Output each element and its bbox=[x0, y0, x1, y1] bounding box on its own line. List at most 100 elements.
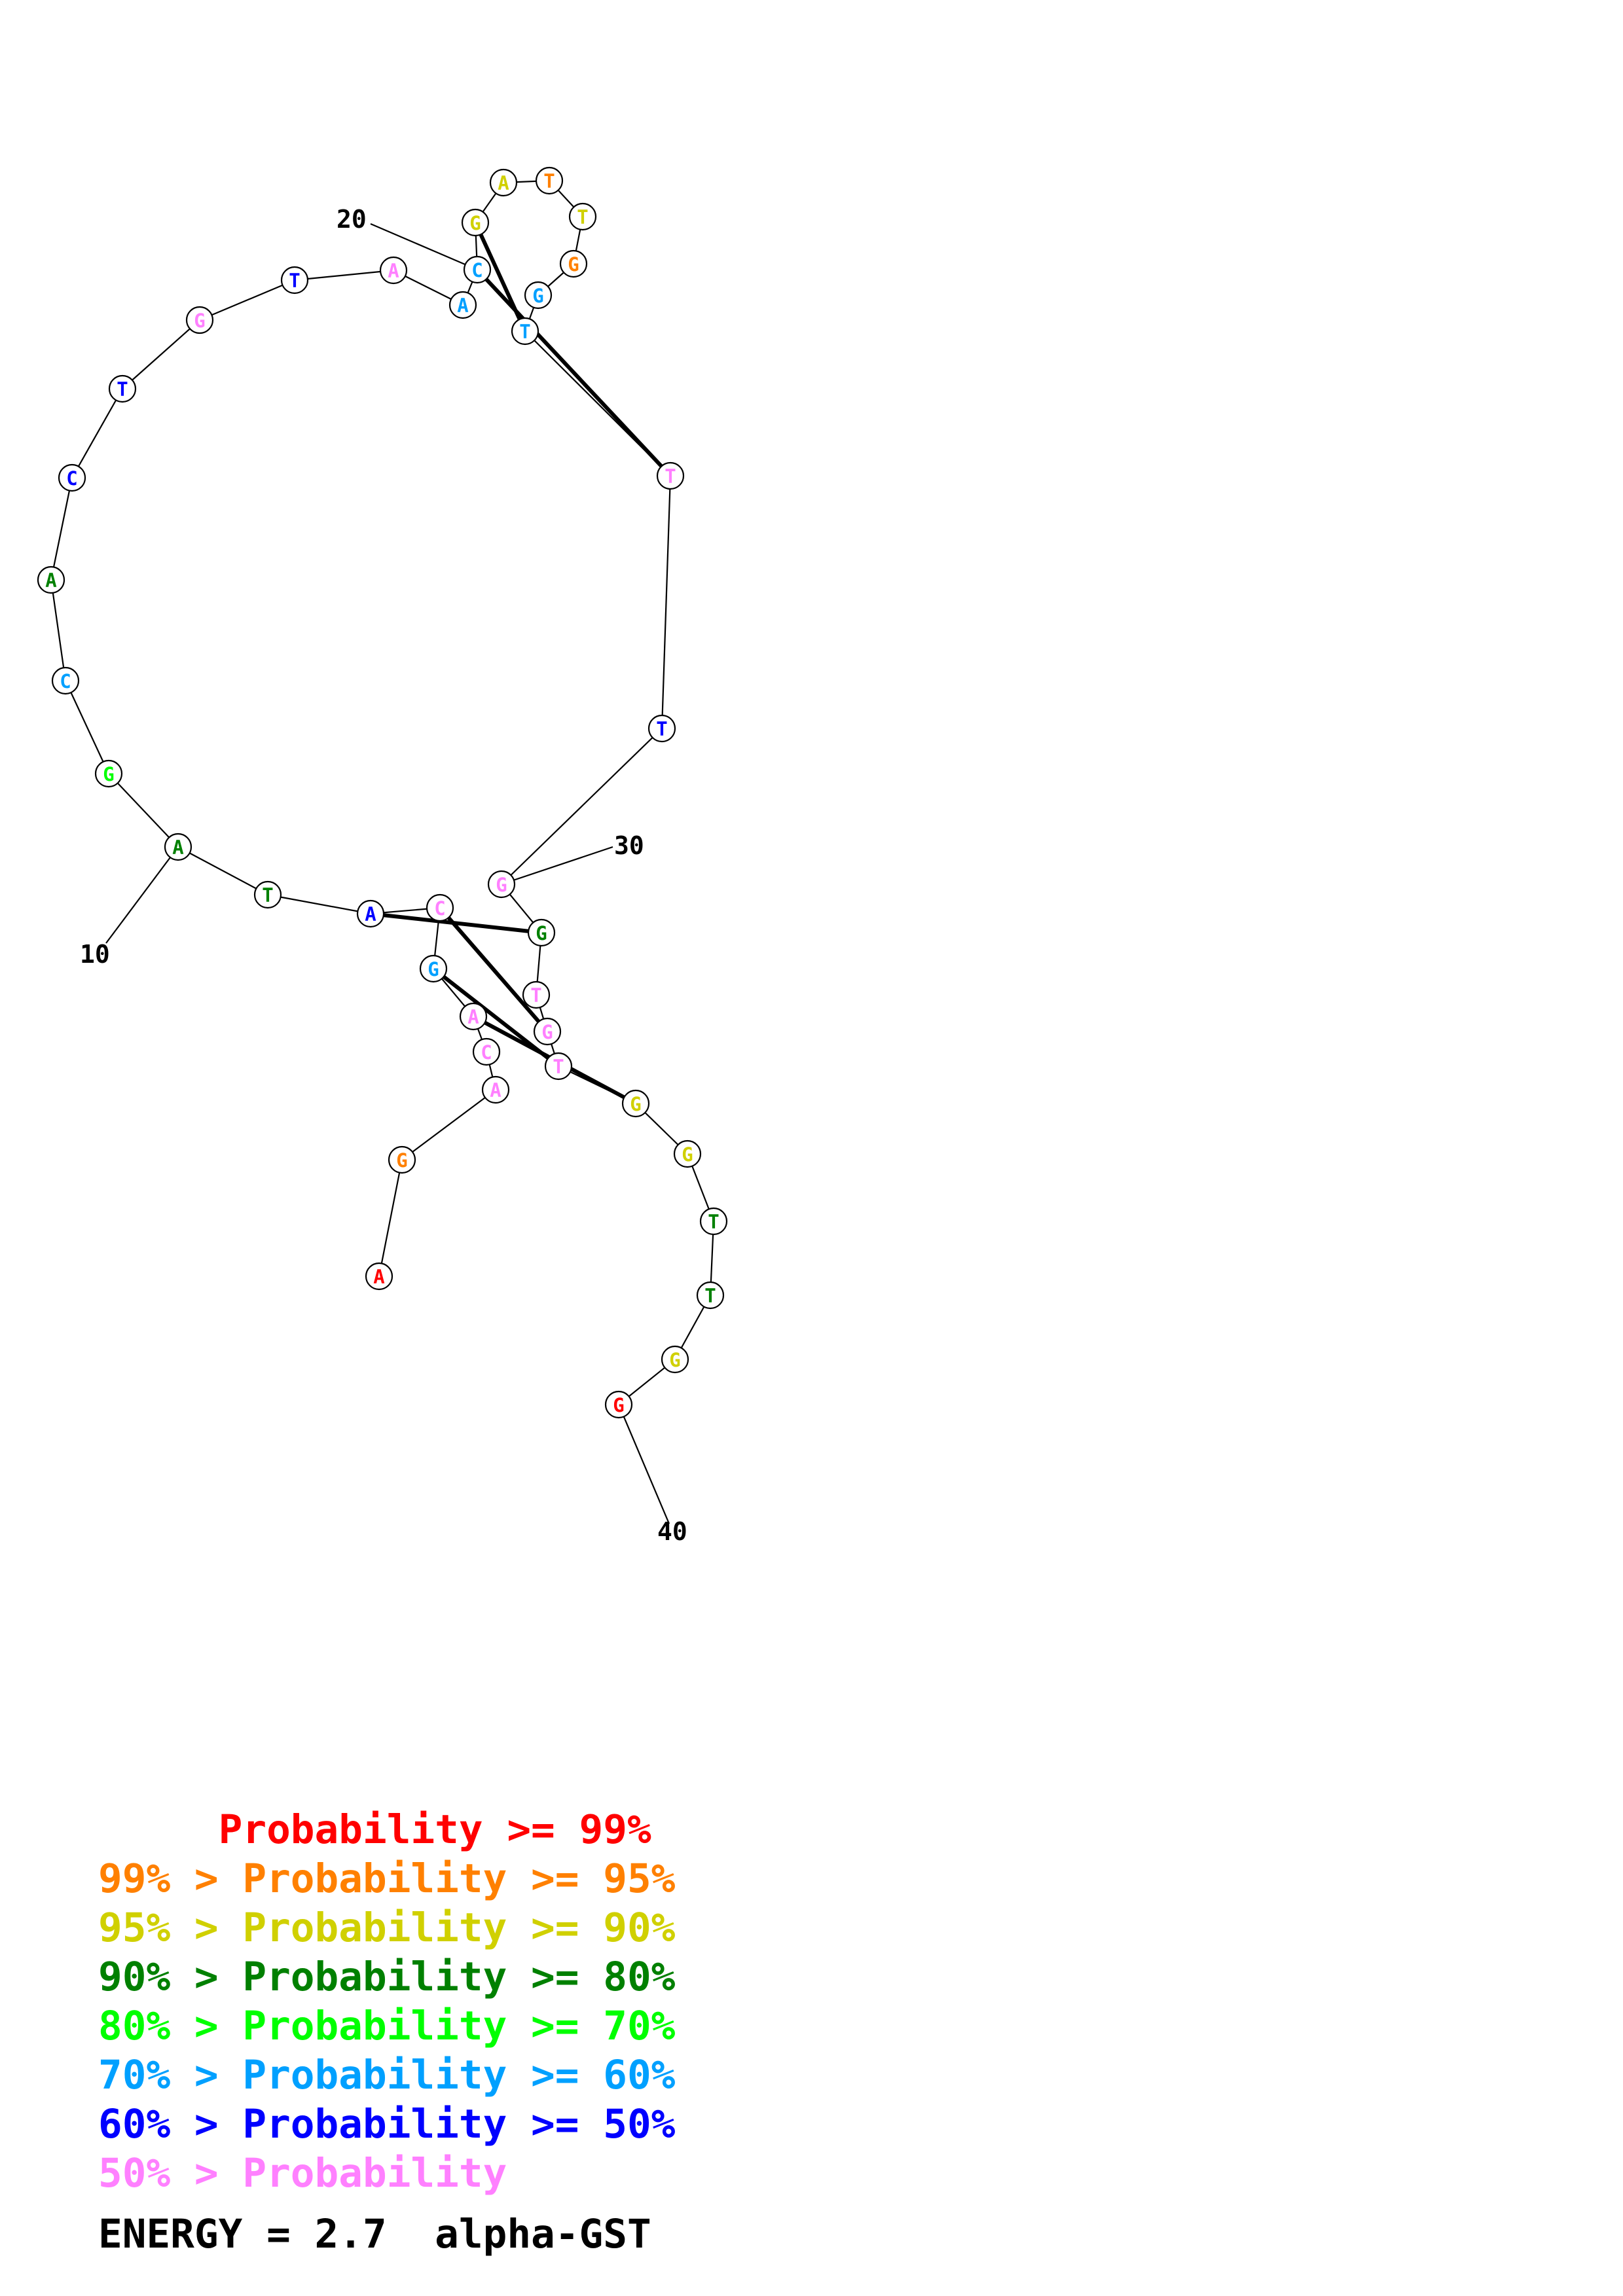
nucleotide-circle bbox=[604, 1390, 633, 1419]
nucleotide-letter: A bbox=[365, 903, 376, 925]
nucleotide-circle bbox=[253, 880, 282, 909]
nucleotide-letter: T bbox=[543, 170, 555, 192]
nucleotide: A bbox=[164, 833, 192, 861]
nucleotide-circle bbox=[533, 1017, 562, 1046]
nucleotide-circle bbox=[527, 918, 556, 947]
base-pair-bond bbox=[370, 912, 542, 935]
legend-entry: 90% > Probability >= 80% bbox=[98, 1954, 676, 2000]
nucleotide-letter: G bbox=[536, 922, 547, 944]
nucleotide: A bbox=[37, 565, 65, 594]
nucleotide-letter: G bbox=[669, 1349, 680, 1371]
nucleotide-letter: G bbox=[396, 1149, 407, 1172]
nucleotide-circle bbox=[522, 980, 551, 1009]
nucleotide: G bbox=[461, 208, 490, 237]
nucleotide: T bbox=[280, 266, 309, 295]
nucleotide-letter: T bbox=[553, 1056, 564, 1078]
nucleotide-letter: A bbox=[388, 260, 399, 282]
backbone-segment bbox=[50, 579, 67, 681]
nucleotide-circle bbox=[356, 899, 385, 928]
position-tick bbox=[501, 846, 613, 886]
nucleotide: G bbox=[604, 1390, 633, 1419]
nucleotide-circle bbox=[51, 666, 80, 695]
nucleotide-circle bbox=[673, 1139, 702, 1168]
nucleotide-letter: G bbox=[568, 253, 579, 276]
nucleotide: G bbox=[388, 1145, 416, 1174]
nucleotide: G bbox=[185, 306, 214, 334]
nucleotide-circle bbox=[559, 249, 588, 278]
base-pair-bond bbox=[432, 967, 560, 1068]
base-pair-bond bbox=[438, 906, 549, 1033]
nucleotide-letter: G bbox=[541, 1021, 553, 1043]
backbone-segment bbox=[71, 388, 123, 478]
nucleotide-letter: T bbox=[656, 718, 667, 740]
nucleotide-circle bbox=[448, 291, 477, 319]
nucleotide-circle bbox=[388, 1145, 416, 1174]
nucleotide: G bbox=[487, 870, 516, 899]
nucleotide-letter: T bbox=[577, 206, 588, 228]
nucleotide-circle bbox=[661, 1345, 689, 1374]
nucleotide: C bbox=[58, 463, 86, 492]
legend-entry: Probability >= 99% bbox=[98, 1806, 651, 1853]
nucleotide: T bbox=[535, 166, 564, 195]
backbone bbox=[50, 179, 715, 1405]
nucleotide-letter: A bbox=[172, 836, 183, 859]
nucleotide: T bbox=[544, 1052, 573, 1081]
legend-entry: 70% > Probability >= 60% bbox=[98, 2052, 676, 2098]
nucleotide: C bbox=[463, 255, 492, 284]
nucleotide-circle bbox=[459, 1002, 488, 1031]
nucleotide: T bbox=[656, 461, 685, 490]
nucleotide: A bbox=[459, 1002, 488, 1031]
nucleotide: T bbox=[647, 714, 676, 743]
nucleotide: G bbox=[419, 954, 448, 983]
nucleotide: G bbox=[621, 1089, 650, 1118]
backbone-segment bbox=[50, 477, 73, 581]
nucleotide: A bbox=[448, 291, 477, 319]
nucleotide: G bbox=[559, 249, 588, 278]
nucleotide-letter: G bbox=[469, 212, 481, 234]
nucleotide-letter: G bbox=[103, 763, 114, 785]
energy-label: ENERGY = 2.7 alpha-GST bbox=[98, 2211, 651, 2257]
nucleotide: G bbox=[527, 918, 556, 947]
nucleotide-letter: G bbox=[613, 1394, 624, 1416]
nucleotide: A bbox=[356, 899, 385, 928]
nucleotide-circle bbox=[656, 461, 685, 490]
nucleotide-circle bbox=[426, 893, 454, 922]
nucleotide: T bbox=[696, 1281, 725, 1310]
backbone-segment bbox=[108, 773, 179, 848]
backbone-segment bbox=[661, 475, 672, 729]
nucleotide-letter: A bbox=[467, 1006, 479, 1028]
backbone-segment bbox=[122, 319, 200, 389]
nucleotide-letter: A bbox=[373, 1266, 384, 1288]
nucleotide-circle bbox=[544, 1052, 573, 1081]
nucleotide-circle bbox=[696, 1281, 725, 1310]
nucleotide-circle bbox=[511, 317, 539, 346]
nucleotide-letter: C bbox=[60, 670, 71, 692]
backbone-segment bbox=[501, 728, 663, 885]
nucleotide-circle bbox=[487, 870, 516, 899]
nucleotide-circle bbox=[647, 714, 676, 743]
position-ticks bbox=[105, 223, 670, 1524]
nucleotide-circle bbox=[419, 954, 448, 983]
nucleotide-circle bbox=[472, 1037, 501, 1066]
nucleotide-letter: T bbox=[665, 465, 676, 488]
position-label: 10 bbox=[80, 940, 110, 969]
nucleotide-letter: C bbox=[471, 259, 483, 281]
base-pair-bond bbox=[475, 268, 672, 478]
position-label: 20 bbox=[337, 205, 367, 234]
nucleotide: A bbox=[481, 1075, 510, 1104]
nucleotide: C bbox=[426, 893, 454, 922]
base-pair-bonds bbox=[370, 221, 672, 1105]
nucleotide-circle bbox=[58, 463, 86, 492]
position-tick bbox=[105, 846, 179, 944]
nucleotide-letter: G bbox=[682, 1143, 693, 1166]
nucleotide: T bbox=[699, 1207, 728, 1236]
backbone-segment bbox=[267, 893, 371, 915]
backbone-segment bbox=[199, 279, 295, 321]
nucleotide-letter: C bbox=[66, 467, 77, 490]
nucleotide-letter: G bbox=[428, 958, 439, 980]
base-pair-bond bbox=[473, 221, 527, 332]
nucleotide: C bbox=[51, 666, 80, 695]
nucleotide-circle bbox=[481, 1075, 510, 1104]
